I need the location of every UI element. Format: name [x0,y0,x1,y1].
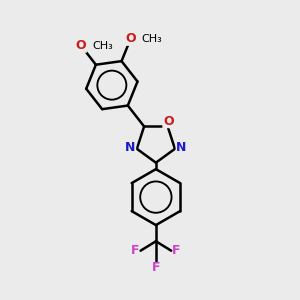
Text: O: O [125,32,136,45]
Text: F: F [172,244,181,257]
Text: N: N [125,141,136,154]
Text: F: F [131,244,140,257]
Text: F: F [152,261,160,274]
Text: O: O [76,39,86,52]
Text: CH₃: CH₃ [92,41,113,51]
Text: N: N [176,141,187,154]
Text: CH₃: CH₃ [142,34,163,44]
Text: O: O [163,115,174,128]
